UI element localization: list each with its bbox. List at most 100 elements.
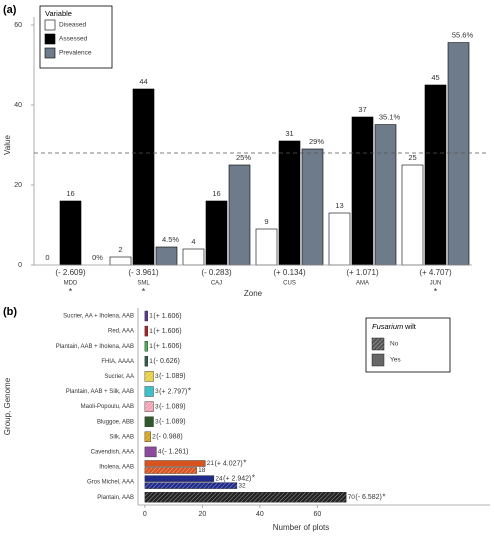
bar (182, 248, 205, 266)
value-label: 13 (335, 201, 343, 210)
panel-label: (b) (3, 306, 17, 318)
stat-label: (+ 2.942) (223, 475, 251, 482)
bar (155, 246, 178, 266)
significance: * (243, 459, 246, 468)
significance: * (252, 474, 255, 483)
bar (144, 475, 215, 482)
stat-label: (- 0.626) (153, 358, 179, 365)
value-label: 1 (149, 343, 153, 350)
significance: * (188, 387, 191, 396)
significance: * (382, 492, 385, 501)
y-tick-label: 0 (18, 262, 22, 269)
stat-label: (+ 1.606) (153, 343, 181, 350)
bar (59, 200, 82, 266)
zone-stat: (- 3.961) (128, 268, 159, 277)
value-label: 37 (358, 105, 366, 114)
value-label: 32 (238, 482, 246, 489)
bar (144, 467, 197, 474)
bar (144, 416, 154, 427)
bar (301, 148, 324, 266)
y-tick-label: Iholena, AAB (99, 465, 134, 471)
y-tick-label: Maoli-Popoulu, AAB (81, 404, 134, 410)
value-label: 31 (285, 129, 293, 138)
x-tick-label: JUN (430, 281, 442, 287)
x-tick-label: 40 (256, 511, 264, 518)
value-label: 25% (236, 153, 251, 162)
stat-label: (- 0.988) (156, 434, 182, 441)
bar (144, 492, 347, 503)
x-tick-label: SML (137, 281, 150, 287)
value-label: 0% (92, 253, 103, 262)
bar (144, 482, 238, 489)
stat-label: (+ 1.606) (153, 313, 181, 320)
stat-label: (- 1.261) (162, 449, 188, 456)
value-label: 16 (212, 189, 220, 198)
bar (228, 164, 251, 266)
value-label: 3 (155, 388, 159, 395)
legend-label: Prevalence (59, 50, 92, 57)
bar (144, 431, 151, 442)
significance: * (142, 286, 146, 296)
value-label: 16 (66, 189, 74, 198)
stat-label: (+ 1.606) (153, 328, 181, 335)
bar (144, 310, 148, 322)
bar (132, 88, 155, 266)
y-tick-label: 60 (14, 22, 22, 29)
zone-stat: (- 0.283) (201, 268, 232, 277)
x-tick-label: CAJ (211, 281, 222, 287)
significance: * (69, 286, 73, 296)
legend-title: Variable (45, 9, 72, 18)
x-axis-label: Number of plots (273, 523, 329, 532)
zone-stat: (- 2.609) (55, 268, 86, 277)
bar (144, 371, 154, 382)
stat-label: (- 1.089) (159, 419, 185, 426)
legend-label: Assessed (59, 36, 88, 43)
zone-stat: (+ 1.071) (346, 268, 379, 277)
bar (144, 356, 148, 367)
value-label: 24 (215, 475, 223, 482)
bar (144, 341, 148, 352)
y-tick-label: Sucrier, AA + Iholena, AAB (63, 314, 134, 320)
bar (447, 42, 470, 266)
legend-swatch (44, 47, 56, 59)
bar (144, 460, 206, 467)
stat-label: (- 1.089) (159, 373, 185, 380)
bar (351, 116, 374, 266)
value-label: 55.6% (452, 31, 474, 40)
value-label: 4 (158, 449, 162, 456)
value-label: 2 (118, 245, 122, 254)
legend-label: No (390, 341, 399, 348)
bar (401, 164, 424, 266)
x-tick-label: AMA (356, 281, 369, 287)
y-tick-label: 40 (14, 102, 22, 109)
bar (109, 256, 132, 266)
y-tick-label: Red, AAA (108, 329, 134, 335)
x-tick-label: 0 (143, 511, 147, 518)
bar (424, 84, 447, 266)
y-tick-label: Plantain, AAB + Silk, AAB (66, 389, 134, 395)
legend-swatch (371, 337, 385, 351)
value-label: 70 (348, 494, 356, 501)
bar (278, 140, 301, 266)
value-label: 21 (207, 460, 215, 467)
stat-label: (+ 2.797) (159, 388, 187, 395)
panel-label: (a) (3, 4, 17, 16)
bar (205, 200, 228, 266)
y-tick-label: Silk, AAB (109, 434, 134, 440)
y-axis-label: Value (3, 135, 12, 155)
value-label: 4.5% (162, 235, 179, 244)
stat-label: (- 6.582) (355, 494, 381, 501)
y-tick-label: Gros Michel, AAA (87, 480, 134, 486)
value-label: 3 (155, 403, 159, 410)
zone-stat: (+ 4.707) (419, 268, 452, 277)
y-axis-label: Group, Genome (3, 377, 12, 435)
value-label: 35.1% (379, 113, 401, 122)
value-label: 18 (198, 467, 206, 474)
x-tick-label: 20 (198, 511, 206, 518)
value-label: 29% (309, 137, 324, 146)
y-tick-label: 20 (14, 182, 22, 189)
bar (144, 325, 148, 337)
value-label: 2 (152, 434, 156, 441)
